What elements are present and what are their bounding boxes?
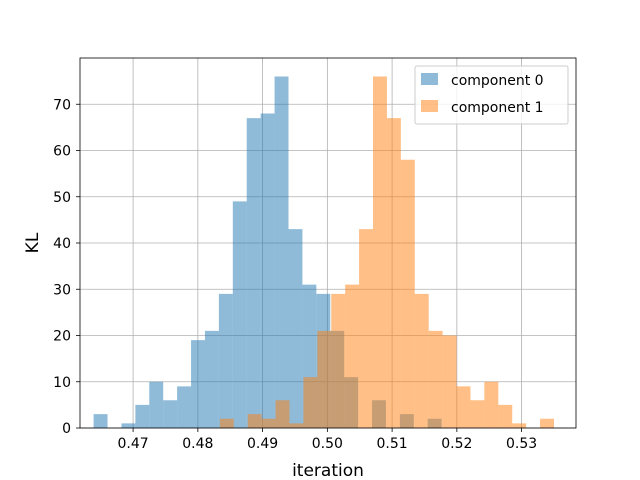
- histogram-bar-component-1: [470, 400, 485, 428]
- histogram-bar-component-1: [219, 418, 234, 428]
- x-axis-label: iteration: [292, 461, 364, 480]
- legend-label-component-1: component 1: [451, 100, 544, 116]
- x-tick-label: 0.48: [182, 436, 213, 452]
- histogram-bar-component-0: [163, 400, 178, 428]
- x-tick-label: 0.52: [441, 436, 472, 452]
- histogram-bar-component-0: [121, 423, 136, 428]
- histogram-bar-component-1: [428, 330, 443, 428]
- legend-box: [414, 65, 569, 125]
- histogram-bar-component-1: [303, 377, 318, 428]
- y-tick-label: 30: [53, 282, 71, 298]
- y-tick-label: 60: [53, 144, 71, 160]
- y-tick-label: 50: [53, 190, 71, 206]
- x-tick-label: 0.47: [118, 436, 149, 452]
- histogram-bar-component-0: [218, 293, 233, 428]
- histogram-bar-component-0: [135, 404, 150, 428]
- histogram-bar-component-0: [204, 330, 219, 428]
- histogram-bar-component-0: [274, 76, 289, 428]
- histogram-bar-component-0: [177, 386, 192, 428]
- histogram-bar-component-1: [414, 293, 429, 428]
- histogram-bar-component-1: [373, 76, 387, 428]
- ticks: 0.47 0.48 0.49 0.50 0.51 0.52 0.53 0 10 20 30 40 50 6…: [53, 97, 537, 452]
- histogram-bar-component-1: [345, 284, 360, 428]
- histogram-bar-component-0: [260, 113, 275, 428]
- legend-swatch-component-0: [421, 73, 438, 85]
- y-tick-label: 10: [53, 375, 71, 391]
- histogram-bar-component-1: [359, 229, 374, 428]
- histogram-bar-component-1: [442, 335, 457, 428]
- y-tick-label: 40: [53, 236, 71, 252]
- histogram-bar-component-0: [149, 381, 164, 428]
- histogram-bar-component-0: [191, 340, 205, 428]
- histogram-bar-component-1: [498, 404, 513, 428]
- histogram-bar-component-1: [386, 118, 401, 428]
- histogram-bar-component-1: [247, 414, 262, 428]
- histogram-bar-component-0: [246, 118, 261, 428]
- histogram-bar-component-1: [540, 418, 554, 428]
- y-tick-label: 20: [53, 329, 71, 345]
- histogram-bar-component-1: [331, 293, 346, 428]
- histogram-bar-component-0: [93, 414, 108, 428]
- bars: [93, 76, 554, 428]
- histogram-bar-component-0: [288, 229, 303, 428]
- histogram-bar-component-1: [261, 418, 276, 428]
- y-tick-label: 0: [62, 421, 71, 437]
- histogram-bar-component-1: [512, 423, 527, 428]
- histogram-bar-component-1: [484, 381, 499, 428]
- y-axis-label: KL: [23, 232, 43, 253]
- y-tick-label: 70: [53, 97, 71, 113]
- histogram-bar-component-1: [275, 400, 290, 428]
- x-tick-label: 0.49: [247, 436, 278, 452]
- x-tick-label: 0.50: [312, 436, 343, 452]
- legend-swatch-component-1: [421, 100, 438, 112]
- histogram-bar-component-1: [400, 159, 415, 428]
- histogram-bar-component-1: [456, 386, 471, 428]
- histogram-bar-component-0: [232, 201, 247, 428]
- histogram-bar-component-1: [317, 330, 332, 428]
- legend: component 0 component 1: [414, 65, 569, 125]
- histogram-bar-component-1: [289, 423, 304, 428]
- x-tick-label: 0.53: [506, 436, 537, 452]
- legend-label-component-0: component 0: [451, 73, 544, 89]
- x-tick-label: 0.51: [377, 436, 408, 452]
